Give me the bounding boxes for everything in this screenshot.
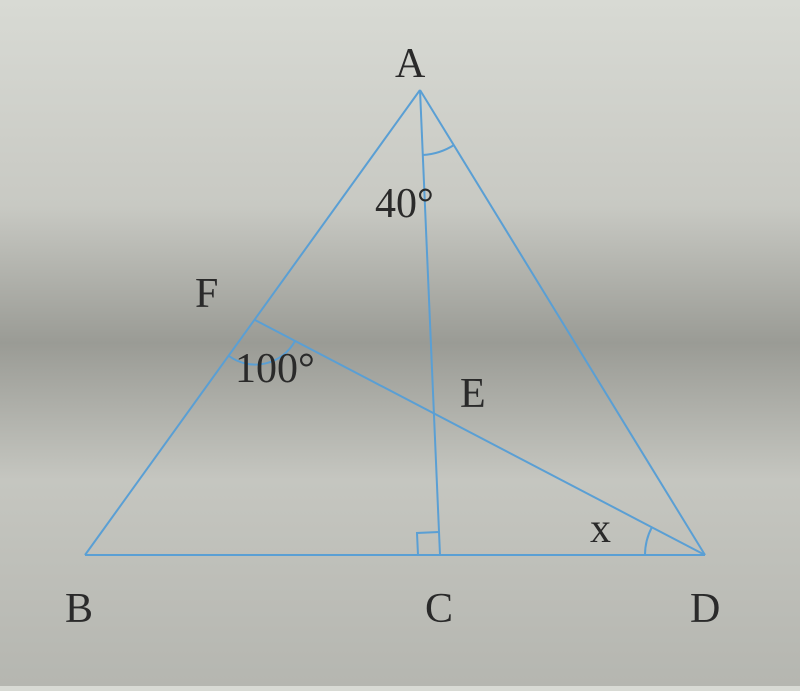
- arc-angle-A: [423, 145, 454, 155]
- label-F: F: [195, 270, 218, 318]
- line-FD: [255, 320, 705, 555]
- arc-angle-D: [645, 527, 652, 555]
- label-A: A: [395, 40, 425, 88]
- geometry-diagram: A B C D E F 40° 100° x: [0, 0, 800, 686]
- label-D: D: [690, 585, 720, 633]
- angle-label-40: 40°: [375, 180, 434, 228]
- angle-label-100: 100°: [235, 345, 315, 393]
- line-AB: [85, 90, 420, 555]
- label-C: C: [425, 585, 453, 633]
- label-E: E: [460, 370, 486, 418]
- label-B: B: [65, 585, 93, 633]
- angle-label-x: x: [590, 505, 611, 553]
- line-AC: [420, 90, 440, 555]
- diagram-svg: [0, 0, 800, 686]
- right-angle-C: [417, 532, 439, 555]
- line-DA: [420, 90, 705, 555]
